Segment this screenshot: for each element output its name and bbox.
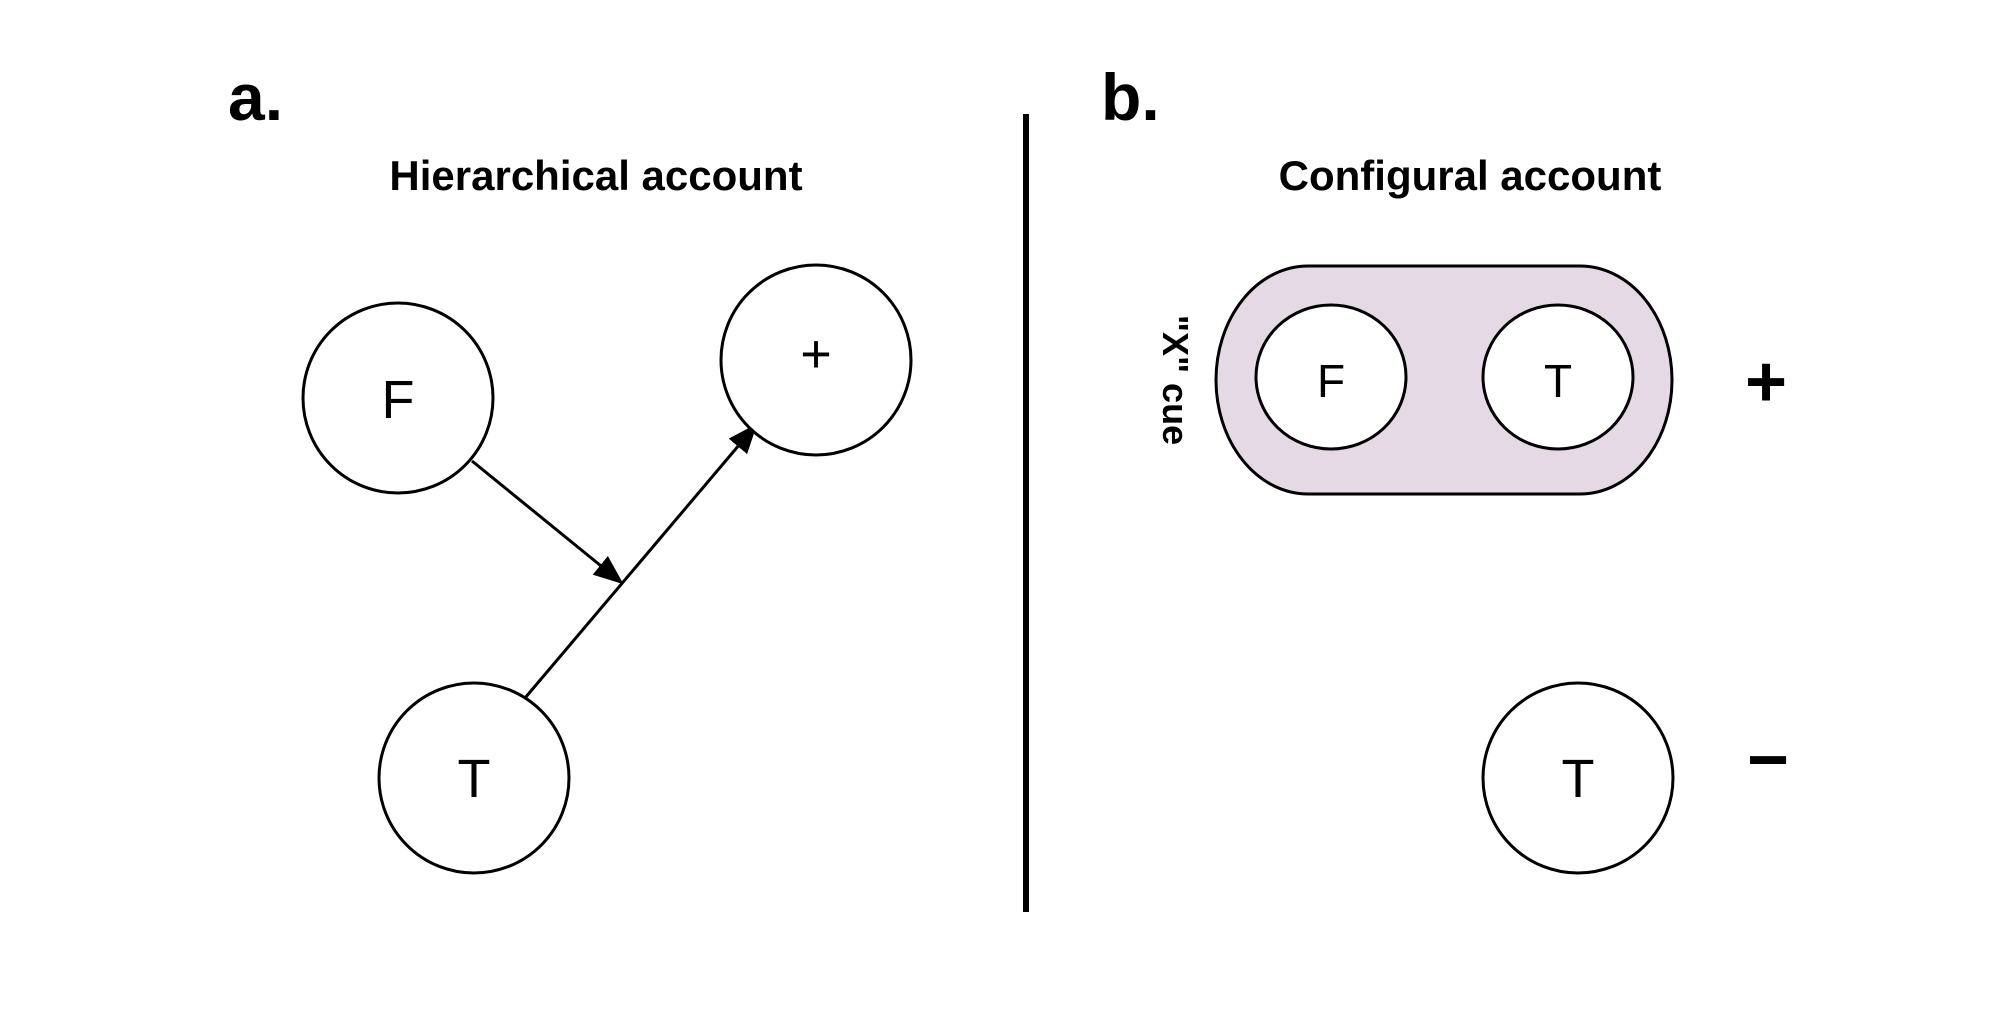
panel-a-letter: a.: [228, 60, 283, 134]
panel-a-title: Hierarchical account: [389, 152, 802, 199]
outcome-node: +: [719, 263, 913, 457]
compound-target-label: T: [1544, 355, 1572, 407]
alone-target-label: T: [1562, 749, 1595, 809]
compound-target-node: T: [1481, 303, 1635, 451]
x-cue-label: "X" cue: [1155, 315, 1196, 445]
feature-node: F: [301, 301, 495, 495]
target-node: T: [377, 681, 571, 875]
arrow-feature-to-link: [471, 459, 624, 585]
compound-cue: F T: [1214, 264, 1674, 496]
outcome-node-label: +: [800, 324, 832, 384]
alone-target-node: T: [1481, 681, 1675, 875]
target-node-label: T: [458, 749, 491, 809]
compound-feature-node: F: [1254, 303, 1408, 451]
compound-feature-label: F: [1317, 355, 1345, 407]
feature-node-label: F: [382, 370, 415, 430]
panel-b-letter: b.: [1101, 60, 1160, 134]
compound-outcome-plus: +: [1745, 342, 1787, 422]
panel-b-title: Configural account: [1279, 152, 1662, 199]
panel-a: a. Hierarchical account F T +: [228, 60, 913, 875]
arrow-target-to-outcome: [523, 423, 758, 699]
alone-outcome-minus: −: [1747, 720, 1789, 800]
panel-b: b. Configural account "X" cue F T + T −: [1101, 60, 1789, 875]
